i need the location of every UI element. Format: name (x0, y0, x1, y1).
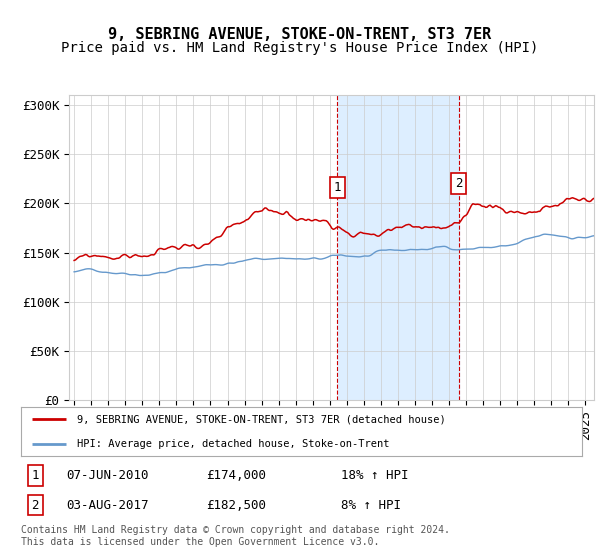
Text: 2: 2 (455, 177, 463, 190)
Text: 8% ↑ HPI: 8% ↑ HPI (341, 498, 401, 512)
Text: £174,000: £174,000 (206, 469, 266, 482)
Text: 1: 1 (334, 181, 341, 194)
Text: 9, SEBRING AVENUE, STOKE-ON-TRENT, ST3 7ER (detached house): 9, SEBRING AVENUE, STOKE-ON-TRENT, ST3 7… (77, 414, 446, 424)
Text: HPI: Average price, detached house, Stoke-on-Trent: HPI: Average price, detached house, Stok… (77, 439, 389, 449)
Text: 07-JUN-2010: 07-JUN-2010 (66, 469, 148, 482)
Text: Price paid vs. HM Land Registry's House Price Index (HPI): Price paid vs. HM Land Registry's House … (61, 41, 539, 55)
Text: 2: 2 (31, 498, 39, 512)
Text: 18% ↑ HPI: 18% ↑ HPI (341, 469, 408, 482)
Text: £182,500: £182,500 (206, 498, 266, 512)
Text: Contains HM Land Registry data © Crown copyright and database right 2024.
This d: Contains HM Land Registry data © Crown c… (21, 525, 450, 547)
Text: 1: 1 (31, 469, 39, 482)
Text: 9, SEBRING AVENUE, STOKE-ON-TRENT, ST3 7ER: 9, SEBRING AVENUE, STOKE-ON-TRENT, ST3 7… (109, 27, 491, 42)
Text: 03-AUG-2017: 03-AUG-2017 (66, 498, 148, 512)
